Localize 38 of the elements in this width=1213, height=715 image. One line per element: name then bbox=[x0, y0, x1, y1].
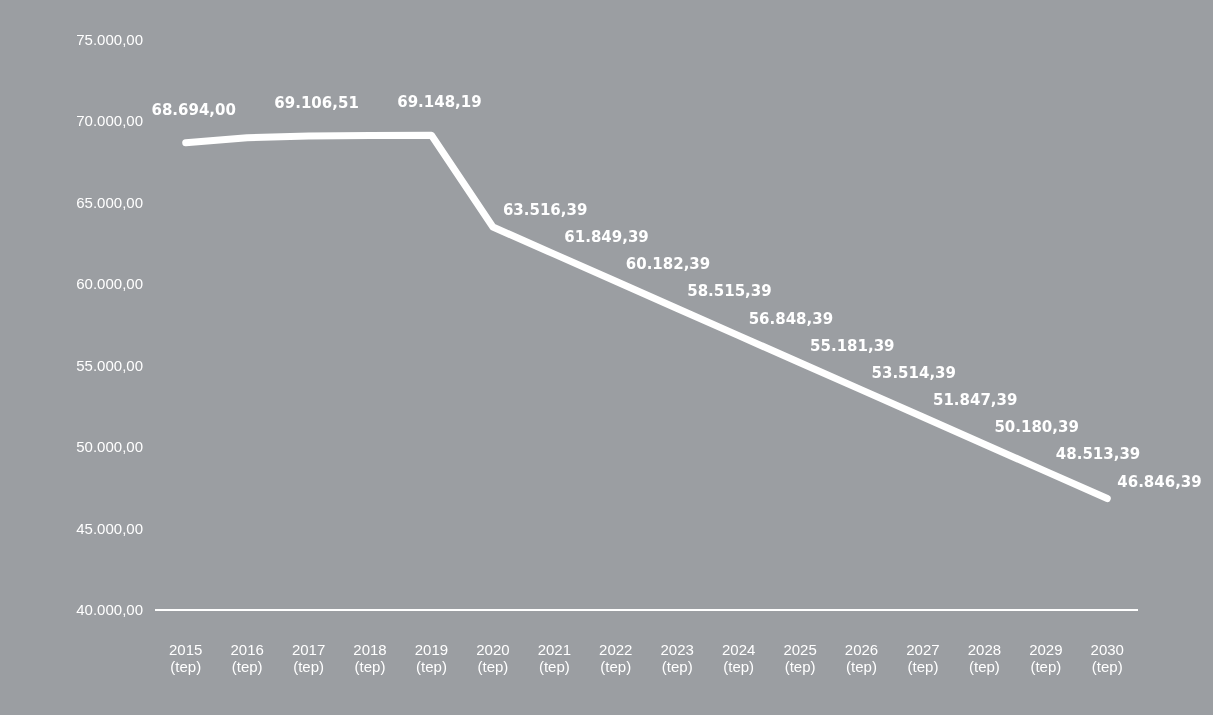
y-tick-label: 75.000,00 bbox=[76, 31, 143, 48]
x-tick-label: 2020 (tep) bbox=[476, 641, 510, 675]
x-tick-label: 2030 (tep) bbox=[1090, 641, 1124, 675]
x-tick-label: 2015 (tep) bbox=[169, 641, 203, 675]
x-tick-label: 2024 (tep) bbox=[721, 641, 756, 675]
x-tick-label: 2022 (tep) bbox=[599, 641, 633, 675]
x-tick-label: 2025 (tep) bbox=[783, 641, 817, 675]
data-label: 69.148,19 bbox=[397, 93, 482, 112]
data-label: 68.694,00 bbox=[151, 100, 236, 119]
x-tick-label: 2026 (tep) bbox=[844, 641, 879, 675]
x-tick-label: 2027 (tep) bbox=[906, 641, 940, 675]
x-tick-label: 2023 (tep) bbox=[660, 641, 694, 675]
data-label: 69.106,51 bbox=[274, 93, 359, 112]
x-tick-label: 2017 (tep) bbox=[291, 641, 326, 675]
x-tick-label: 2018 (tep) bbox=[353, 641, 387, 675]
x-tick-label: 2029 (tep) bbox=[1029, 641, 1063, 675]
y-tick-label: 40.000,00 bbox=[76, 601, 143, 618]
x-tick-label: 2019 (tep) bbox=[414, 641, 449, 675]
data-label: 51.847,39 bbox=[932, 391, 1018, 410]
x-tick-label: 2016 (tep) bbox=[230, 641, 264, 675]
data-label: 46.846,39 bbox=[1117, 472, 1202, 491]
y-tick-label: 55.000,00 bbox=[76, 356, 143, 374]
y-tick-label: 50.000,00 bbox=[76, 438, 143, 456]
y-tick-label: 60.000,00 bbox=[76, 275, 143, 293]
data-label: 55.181,39 bbox=[810, 336, 895, 355]
y-tick-label: 65.000,00 bbox=[76, 193, 143, 211]
y-tick-label: 45.000,00 bbox=[76, 519, 143, 537]
data-label: 61.849,39 bbox=[564, 228, 649, 247]
data-label: 56.848,39 bbox=[748, 309, 834, 328]
y-tick-label: 70.000,00 bbox=[76, 112, 143, 130]
data-label: 63.516,39 bbox=[502, 201, 588, 220]
data-label: 58.515,39 bbox=[687, 282, 772, 301]
data-label: 48.513,39 bbox=[1055, 445, 1141, 464]
x-tick-label: 2028 (tep) bbox=[967, 641, 1002, 675]
x-tick-label: 2021 (tep) bbox=[537, 641, 572, 675]
data-label: 53.514,39 bbox=[871, 363, 956, 382]
data-label: 60.182,39 bbox=[625, 255, 711, 274]
data-label: 50.180,39 bbox=[994, 418, 1079, 437]
